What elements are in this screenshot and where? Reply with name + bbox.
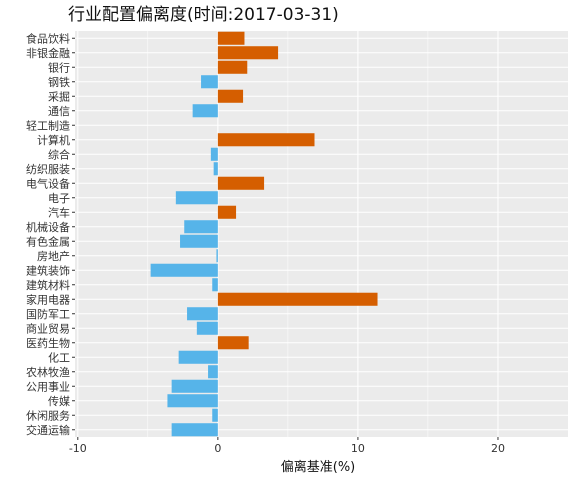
bar-1 bbox=[217, 46, 279, 60]
bar-11 bbox=[175, 191, 218, 205]
y-tick-label-13: 机械设备 bbox=[26, 220, 70, 234]
bar-4 bbox=[217, 89, 244, 103]
y-tick-label-8: 综合 bbox=[48, 147, 70, 161]
y-tick-label-24: 公用事业 bbox=[26, 380, 70, 393]
y-tick-label-27: 交通运输 bbox=[26, 423, 70, 437]
y-tick-label-14: 有色金属 bbox=[26, 234, 70, 248]
bar-20 bbox=[196, 321, 218, 335]
y-tick-label-25: 传媒 bbox=[48, 395, 70, 408]
bar-7 bbox=[217, 133, 315, 147]
bar-15 bbox=[216, 249, 218, 263]
y-tick-label-22: 化工 bbox=[48, 350, 70, 364]
y-tick-label-16: 建筑装饰 bbox=[26, 263, 70, 277]
x-tick-label-2: 10 bbox=[351, 442, 365, 455]
bar-18 bbox=[217, 292, 378, 306]
bar-3 bbox=[201, 75, 218, 89]
y-tick-label-5: 通信 bbox=[48, 105, 70, 118]
grid-lines bbox=[75, 31, 568, 437]
bar-24 bbox=[171, 379, 218, 393]
x-tick-label-3: 20 bbox=[491, 442, 505, 455]
x-axis-title: 偏离基准(%) bbox=[281, 459, 356, 475]
bar-9 bbox=[213, 162, 218, 176]
y-tick-label-7: 计算机 bbox=[37, 133, 70, 147]
bar-27 bbox=[171, 423, 218, 437]
plot-panel bbox=[75, 31, 568, 437]
y-tick-label-12: 汽车 bbox=[48, 205, 70, 219]
bar-12 bbox=[217, 205, 237, 219]
y-tick-label-9: 纺织服装 bbox=[26, 162, 70, 176]
y-tick-label-4: 采掘 bbox=[48, 89, 70, 103]
bar-8 bbox=[210, 147, 218, 161]
y-tick-label-17: 建筑材料 bbox=[26, 278, 70, 292]
y-tick-label-23: 农林牧渔 bbox=[26, 365, 70, 379]
y-axis: 食品饮料非银金融银行钢铁采掘通信轻工制造计算机综合纺织服装电气设备电子汽车机械设… bbox=[26, 31, 75, 437]
x-tick-label-1: 0 bbox=[214, 442, 221, 455]
bar-10 bbox=[217, 176, 265, 190]
bar-19 bbox=[187, 307, 218, 321]
y-tick-label-18: 家用电器 bbox=[26, 292, 70, 306]
y-tick-label-2: 银行 bbox=[48, 60, 70, 74]
bar-22 bbox=[178, 350, 218, 364]
bars bbox=[150, 31, 378, 437]
bar-14 bbox=[180, 234, 218, 248]
y-tick-label-1: 非银金融 bbox=[26, 46, 70, 60]
bar-13 bbox=[184, 220, 218, 234]
y-tick-label-6: 轻工制造 bbox=[26, 118, 70, 132]
bar-26 bbox=[212, 408, 218, 422]
bar-17 bbox=[212, 278, 218, 292]
x-tick-label-0: -10 bbox=[69, 442, 87, 455]
x-axis: -10 0 10 20 bbox=[69, 437, 505, 455]
bar-5 bbox=[192, 104, 218, 118]
y-tick-label-11: 电子 bbox=[48, 192, 70, 205]
y-tick-label-10: 电气设备 bbox=[26, 176, 70, 190]
bar-2 bbox=[217, 60, 248, 74]
y-tick-label-21: 医药生物 bbox=[26, 336, 70, 350]
y-tick-label-19: 国防军工 bbox=[26, 307, 70, 321]
bar-21 bbox=[217, 336, 249, 350]
bar-0 bbox=[217, 31, 245, 45]
bar-16 bbox=[150, 263, 218, 277]
y-tick-label-3: 钢铁 bbox=[48, 76, 70, 89]
y-tick-label-15: 房地产 bbox=[37, 249, 70, 263]
bar-25 bbox=[167, 394, 218, 408]
bar-23 bbox=[208, 365, 218, 379]
y-tick-label-0: 食品饮料 bbox=[26, 31, 70, 45]
y-tick-label-20: 商业贸易 bbox=[26, 321, 70, 335]
y-tick-label-26: 休闲服务 bbox=[26, 408, 70, 422]
chart-title: 行业配置偏离度(时间:2017-03-31) bbox=[68, 5, 339, 25]
